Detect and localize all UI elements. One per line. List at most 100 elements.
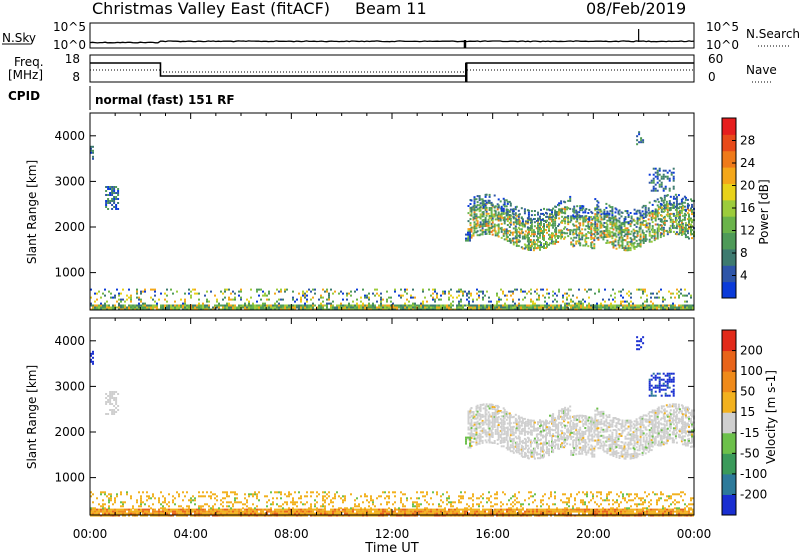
data-cell	[346, 508, 348, 511]
data-cell	[658, 185, 661, 188]
data-cell	[567, 217, 570, 220]
data-cell	[410, 294, 412, 297]
data-cell	[130, 304, 132, 307]
data-cell	[338, 306, 340, 309]
data-cell	[684, 198, 687, 201]
data-cell	[102, 503, 104, 506]
data-cell	[530, 229, 533, 232]
data-cell	[533, 243, 536, 246]
data-cell	[210, 491, 212, 494]
data-cell	[372, 514, 374, 517]
data-cell	[386, 290, 388, 293]
data-cell	[472, 495, 474, 498]
data-cell	[458, 495, 460, 498]
data-cell	[300, 296, 302, 299]
data-cell	[154, 288, 156, 291]
data-cell	[615, 219, 618, 222]
data-cell	[648, 232, 651, 235]
data-cell	[518, 220, 521, 223]
data-cell	[681, 232, 684, 235]
data-cell	[108, 501, 110, 504]
data-cell	[370, 510, 372, 513]
data-cell	[476, 306, 478, 309]
data-cell	[663, 206, 666, 209]
data-cell	[202, 508, 204, 511]
data-cell	[438, 298, 440, 301]
data-cell	[511, 239, 514, 242]
data-cell	[142, 290, 144, 293]
data-cell	[286, 495, 288, 498]
data-cell	[432, 503, 434, 506]
data-cell	[591, 219, 594, 222]
data-cell	[246, 304, 248, 307]
data-cell	[178, 495, 180, 498]
data-cell	[651, 211, 654, 214]
data-cell	[480, 512, 482, 515]
data-cell	[482, 205, 485, 208]
data-cell	[598, 290, 600, 293]
data-cell	[330, 288, 332, 291]
data-cell	[310, 503, 312, 506]
data-cell	[554, 209, 557, 212]
data-cell	[598, 304, 600, 307]
data-cell	[278, 302, 280, 305]
data-cell	[136, 501, 138, 504]
data-cell	[314, 503, 316, 506]
data-cell	[488, 514, 490, 517]
data-cell	[470, 234, 473, 237]
data-cell	[338, 514, 340, 517]
data-cell	[479, 229, 482, 232]
data-cell	[651, 227, 654, 230]
data-cell	[556, 306, 558, 309]
data-cell	[612, 216, 615, 219]
data-cell	[555, 231, 558, 233]
data-cell	[168, 514, 170, 517]
data-cell	[366, 510, 368, 513]
power-ylabel: Slant Range [km]	[25, 160, 39, 264]
data-cell	[683, 212, 686, 215]
data-cell	[466, 508, 468, 511]
data-cell	[678, 294, 680, 297]
data-cell	[202, 514, 204, 517]
data-cell	[551, 234, 553, 237]
data-cell	[562, 296, 564, 299]
data-cell	[488, 207, 491, 209]
data-cell	[562, 306, 564, 309]
data-cell	[374, 306, 376, 309]
data-cell	[402, 493, 404, 496]
data-cell	[666, 175, 669, 178]
data-cell	[666, 213, 669, 216]
data-cell	[392, 304, 394, 307]
data-cell	[362, 508, 364, 511]
data-cell	[642, 236, 645, 238]
data-cell	[678, 290, 680, 293]
data-cell	[502, 234, 505, 237]
data-cell	[332, 304, 334, 307]
data-cell	[200, 512, 202, 515]
data-cell	[452, 508, 454, 511]
data-cell	[549, 236, 551, 239]
data-cell	[266, 298, 268, 301]
y-tick-label: 3000	[54, 174, 85, 188]
data-cell	[420, 306, 422, 309]
data-cell	[510, 290, 512, 293]
data-cell	[104, 491, 106, 494]
data-cell	[422, 290, 424, 293]
data-cell	[498, 298, 500, 301]
data-cell	[635, 245, 638, 248]
data-cell	[572, 239, 575, 242]
data-cell	[548, 296, 550, 299]
data-cell	[675, 223, 678, 226]
data-cell	[218, 304, 220, 307]
data-cell	[502, 197, 505, 200]
data-cell	[502, 503, 504, 506]
data-cell	[204, 306, 206, 309]
data-cell	[344, 497, 346, 500]
data-cell	[656, 237, 659, 240]
data-cell	[560, 306, 562, 309]
data-cell	[380, 300, 382, 303]
data-cell	[657, 208, 660, 211]
data-cell	[588, 512, 590, 515]
data-cell	[512, 227, 515, 230]
data-cell	[278, 514, 280, 517]
